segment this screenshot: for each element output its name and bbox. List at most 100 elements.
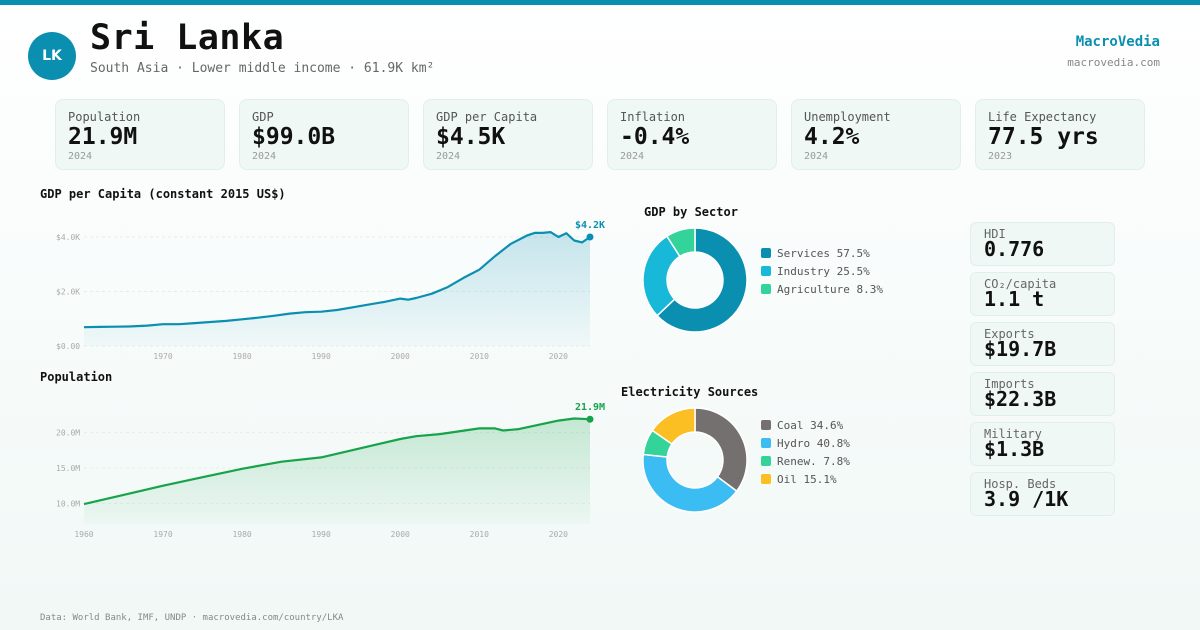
- population-x-tick-label: 2020: [549, 530, 568, 539]
- sector-slice-services: [656, 227, 748, 333]
- stat-value: $1.3B: [984, 437, 1045, 461]
- sector-legend: Services 57.5% Industry 25.5% Agricultur…: [761, 244, 883, 298]
- legend-item-oil: Oil 15.1%: [761, 470, 850, 488]
- stat-card-hdi: HDI 0.776: [970, 222, 1115, 266]
- gdp-area: [84, 232, 590, 346]
- population-chart: 10.0M 15.0M 20.0M 1960 1970 1980 1990 2000 2010 2…: [56, 402, 605, 539]
- legend-swatch: [761, 474, 771, 484]
- population-y-tick-label: 15.0M: [56, 464, 80, 473]
- population-x-tick-label: 1990: [312, 530, 331, 539]
- legend-label: Industry 25.5%: [777, 264, 870, 278]
- stat-card-hospital-beds: Hosp. Beds 3.9 /1K: [970, 472, 1115, 516]
- legend-swatch: [761, 266, 771, 276]
- kpi-card-life-expectancy: Life Expectancy 77.5 yrs 2023: [975, 99, 1145, 170]
- electricity-chart-title: Electricity Sources: [621, 385, 759, 399]
- footer-source: Data: World Bank, IMF, UNDP · macrovedia…: [40, 613, 344, 623]
- legend-item-industry: Industry 25.5%: [761, 262, 883, 280]
- population-x-tick-label: 2000: [391, 530, 410, 539]
- brand-url[interactable]: macrovedia.com: [1067, 56, 1160, 69]
- kpi-year: 2024: [68, 151, 93, 162]
- electricity-legend: Coal 34.6% Hydro 40.8% Renew. 7.8% Oil 1…: [761, 416, 850, 488]
- stat-label: Exports: [984, 327, 1035, 341]
- stat-label: CO₂/capita: [984, 277, 1057, 291]
- stat-label: HDI: [984, 227, 1006, 241]
- stat-value: $19.7B: [984, 337, 1057, 361]
- population-x-tick-label: 1970: [153, 530, 172, 539]
- stat-card-military: Military $1.3B: [970, 422, 1115, 466]
- kpi-year: 2024: [436, 151, 461, 162]
- sector-slice-agriculture: [665, 227, 696, 258]
- stat-label: Imports: [984, 377, 1035, 391]
- kpi-label: GDP per Capita: [436, 110, 538, 124]
- sector-chart-title: GDP by Sector: [644, 205, 738, 219]
- gdp-chart-title: GDP per Capita (constant 2015 US$): [40, 187, 286, 201]
- kpi-card-gdp-per-capita: GDP per Capita $4.5K 2024: [423, 99, 593, 170]
- kpi-value: 4.2%: [804, 124, 860, 150]
- kpi-label: Unemployment: [804, 110, 891, 124]
- kpi-label: Population: [68, 110, 141, 124]
- gdp-y-tick-label: $4.0K: [56, 233, 80, 242]
- population-y-tick-label: 10.0M: [56, 499, 80, 508]
- gdp-x-tick-label: 2020: [549, 352, 568, 361]
- page-subtitle: South Asia · Lower middle income · 61.9K…: [90, 61, 435, 76]
- stat-label: Hosp. Beds: [984, 477, 1057, 491]
- gdp-x-tick-label: 1980: [232, 352, 251, 361]
- kpi-label: Inflation: [620, 110, 686, 124]
- stat-card-co2: CO₂/capita 1.1 t: [970, 272, 1115, 316]
- gdp-x-tick-label: 2000: [391, 352, 410, 361]
- gdp-x-tick-label: 2010: [470, 352, 489, 361]
- kpi-year: 2024: [620, 151, 645, 162]
- kpi-value: 77.5 yrs: [988, 124, 1099, 150]
- kpi-value: $99.0B: [252, 124, 336, 150]
- kpi-year: 2024: [804, 151, 829, 162]
- gdp-y-tick-label: $0.00: [56, 342, 80, 351]
- legend-item-hydro: Hydro 40.8%: [761, 434, 850, 452]
- legend-swatch: [761, 284, 771, 294]
- electricity-slice-oil: [651, 407, 696, 446]
- population-line: [83, 417, 591, 506]
- legend-swatch: [761, 248, 771, 258]
- kpi-card-population: Population 21.9M 2024: [55, 99, 225, 170]
- kpi-label: Life Expectancy: [988, 110, 1097, 124]
- top-accent-bar: [0, 0, 1200, 5]
- stat-card-imports: Imports $22.3B: [970, 372, 1115, 416]
- gdp-line: [83, 231, 591, 329]
- population-x-tick-label: 1980: [232, 530, 251, 539]
- page-title: Sri Lanka: [90, 18, 285, 58]
- legend-label: Oil 15.1%: [777, 472, 837, 486]
- kpi-card-inflation: Inflation -0.4% 2024: [607, 99, 777, 170]
- kpi-card-unemployment: Unemployment 4.2% 2024: [791, 99, 961, 170]
- legend-label: Coal 34.6%: [777, 418, 844, 432]
- gdp-end-label: $4.2K: [575, 220, 605, 231]
- country-badge: LK: [28, 32, 76, 80]
- legend-item-services: Services 57.5%: [761, 244, 883, 262]
- population-area: [84, 418, 590, 524]
- legend-item-agriculture: Agriculture 8.3%: [761, 280, 883, 298]
- gdp-y-tick-label: $2.0K: [56, 288, 80, 297]
- legend-swatch: [761, 456, 771, 466]
- population-x-tick-label: 1960: [74, 530, 93, 539]
- kpi-value: 21.9M: [68, 124, 138, 150]
- legend-label: Services 57.5%: [777, 246, 870, 260]
- population-y-tick-label: 20.0M: [56, 429, 80, 438]
- population-chart-title: Population: [40, 370, 113, 384]
- electricity-slice-coal: [694, 407, 748, 493]
- stat-value: 3.9 /1K: [984, 487, 1069, 511]
- legend-swatch: [761, 438, 771, 448]
- kpi-label: GDP: [252, 110, 274, 124]
- stat-label: Military: [984, 427, 1042, 441]
- population-end-point: [586, 415, 594, 423]
- legend-item-renewables: Renew. 7.8%: [761, 452, 850, 470]
- kpi-value: -0.4%: [620, 124, 690, 150]
- gdp-by-sector-donut: [642, 227, 748, 333]
- legend-swatch: [761, 420, 771, 430]
- electricity-sources-donut: [642, 407, 748, 513]
- legend-label: Renew. 7.8%: [777, 454, 850, 468]
- gdp-x-tick-label: 1990: [312, 352, 331, 361]
- kpi-card-gdp: GDP $99.0B 2024: [239, 99, 409, 170]
- brand-logo[interactable]: MacroVedia: [1075, 34, 1160, 50]
- stat-card-exports: Exports $19.7B: [970, 322, 1115, 366]
- population-x-tick-label: 2010: [470, 530, 489, 539]
- population-end-label: 21.9M: [575, 402, 605, 413]
